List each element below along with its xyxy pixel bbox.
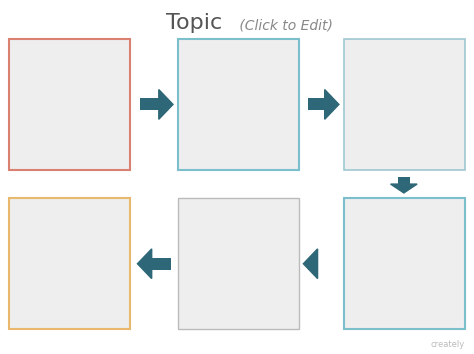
Polygon shape xyxy=(137,249,152,279)
Bar xyxy=(152,258,171,270)
Bar xyxy=(178,39,299,170)
Text: creately: creately xyxy=(430,340,465,349)
Polygon shape xyxy=(325,90,339,119)
Text: (Click to Edit): (Click to Edit) xyxy=(235,18,332,33)
Text: Topic: Topic xyxy=(166,13,222,33)
Bar xyxy=(140,98,159,110)
Bar xyxy=(344,39,465,170)
Polygon shape xyxy=(159,90,173,119)
Bar xyxy=(398,177,410,184)
Bar xyxy=(9,39,130,170)
Bar xyxy=(178,198,299,329)
Polygon shape xyxy=(391,184,417,193)
Bar xyxy=(344,198,465,329)
Bar xyxy=(9,198,130,329)
Bar xyxy=(308,98,325,110)
Bar xyxy=(308,258,318,270)
Polygon shape xyxy=(303,249,318,279)
